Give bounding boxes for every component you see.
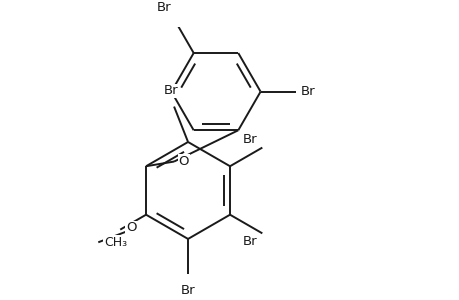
Text: Br: Br bbox=[242, 235, 257, 248]
Text: Br: Br bbox=[300, 85, 314, 98]
Text: Br: Br bbox=[163, 84, 178, 97]
Text: Br: Br bbox=[242, 133, 257, 146]
Text: O: O bbox=[178, 155, 189, 168]
Text: CH₃: CH₃ bbox=[104, 236, 127, 249]
Text: Br: Br bbox=[157, 1, 171, 14]
Text: O: O bbox=[126, 221, 136, 234]
Text: Br: Br bbox=[180, 284, 195, 297]
